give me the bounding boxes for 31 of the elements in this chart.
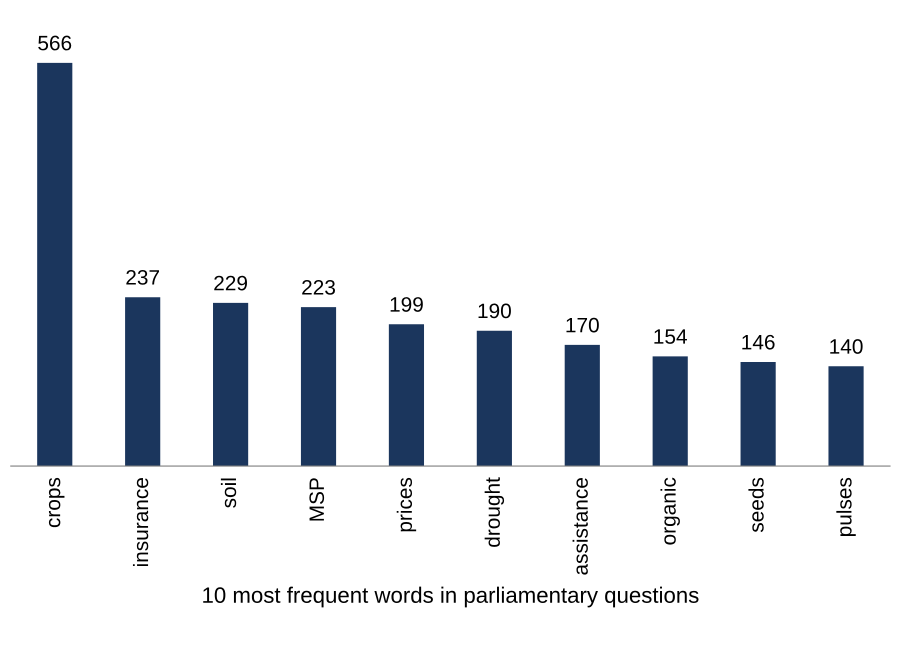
- data-label: 140: [830, 339, 863, 354]
- bar: [300, 307, 336, 466]
- x-tick-label: insurance: [132, 478, 148, 566]
- data-label: 566: [38, 36, 72, 50]
- x-tick-label: assistance: [572, 478, 588, 575]
- data-label: 190: [478, 303, 511, 318]
- x-tick-label: crops: [48, 478, 64, 528]
- bar: [37, 62, 72, 466]
- data-label: 229: [214, 276, 247, 290]
- bar: [388, 324, 424, 466]
- x-tick-label: organic: [660, 478, 680, 545]
- x-tick-label: soil: [220, 478, 236, 508]
- data-label: 154: [654, 329, 687, 344]
- data-label: 237: [126, 270, 160, 285]
- x-tick-label: seeds: [748, 478, 764, 532]
- x-tick-label: drought: [484, 477, 504, 547]
- data-label: 199: [390, 297, 423, 312]
- bar: [476, 330, 512, 466]
- data-label: 170: [566, 318, 599, 332]
- x-tick-label: prices: [396, 478, 416, 532]
- bar: [740, 362, 776, 466]
- bar: [564, 344, 600, 466]
- bar: [652, 356, 688, 466]
- bar: [125, 297, 160, 466]
- bar: [213, 302, 248, 466]
- bar: [828, 366, 864, 466]
- x-axis-title: 10 most frequent words in parliamentary questions: [203, 586, 699, 608]
- x-tick-label: pulses: [836, 478, 856, 536]
- x-tick-label: MSP: [309, 478, 324, 521]
- data-label: 146: [742, 334, 775, 350]
- data-label: 223: [302, 280, 335, 295]
